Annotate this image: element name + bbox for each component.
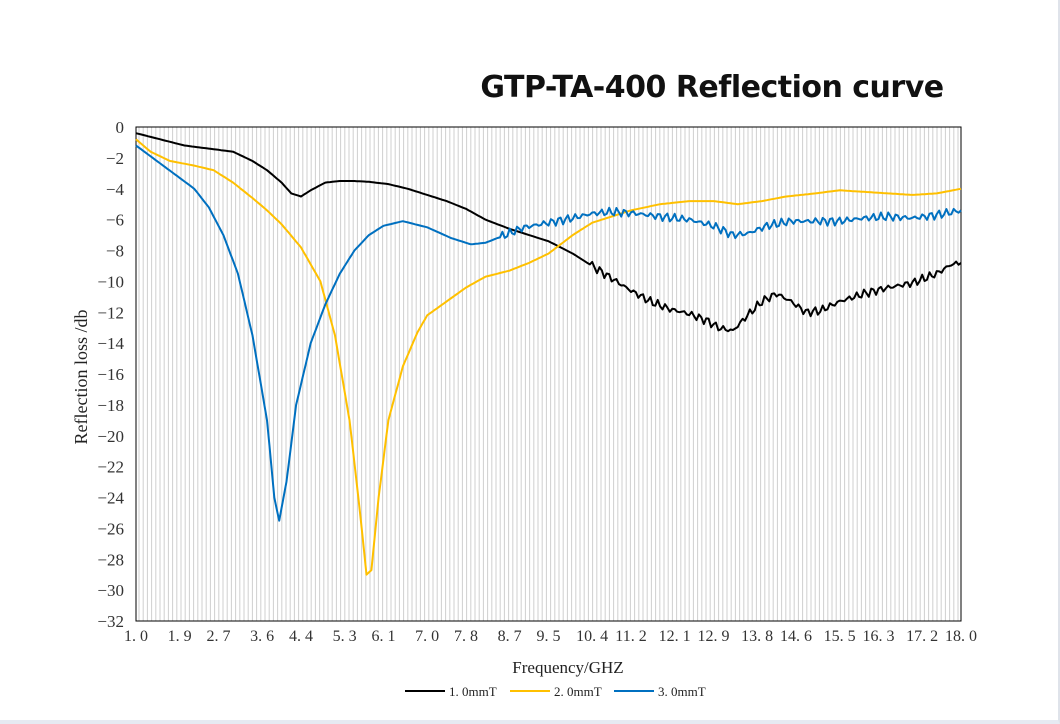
y-axis-label: Reflection loss /db — [71, 310, 91, 445]
y-tick-label: −28 — [97, 550, 124, 569]
x-tick-label: 4. 4 — [289, 628, 313, 645]
y-tick-label: −30 — [97, 581, 124, 600]
y-tick-label: −22 — [97, 458, 124, 477]
x-tick-label: 12. 1 — [659, 628, 691, 645]
x-tick-label: 11. 2 — [615, 628, 646, 645]
chart-title: GTP-TA-400 Reflection curve — [480, 70, 944, 105]
x-tick-label: 15. 5 — [824, 628, 856, 645]
y-tick-label: −4 — [106, 180, 125, 199]
x-tick-label: 1. 0 — [124, 628, 148, 645]
series-lines — [135, 132, 962, 576]
y-tick-label: −24 — [97, 489, 124, 508]
x-tick-label: 6. 1 — [372, 628, 396, 645]
x-tick-label: 5. 3 — [333, 628, 357, 645]
x-tick-label: 14. 6 — [780, 628, 812, 645]
x-tick-label: 8. 7 — [498, 628, 522, 645]
x-tick-label: 17. 2 — [906, 628, 938, 645]
y-axis-ticks: 0 −2 −4 −6 −8 −10 −12 −14 −16 −18 −20 −22 −24 −26 −28 −… — [97, 118, 124, 631]
y-tick-label: 0 — [116, 118, 125, 137]
x-tick-label: 16. 3 — [863, 628, 895, 645]
x-tick-label: 12. 9 — [698, 628, 730, 645]
legend-label: 1. 0mmT — [449, 684, 497, 699]
x-tick-label: 10. 4 — [576, 628, 608, 645]
grid — [136, 127, 961, 621]
legend-label: 3. 0mmT — [658, 684, 706, 699]
y-tick-label: −20 — [97, 427, 124, 446]
x-tick-label: 18. 0 — [945, 628, 977, 645]
y-tick-label: −14 — [97, 334, 124, 353]
x-tick-label: 13. 8 — [741, 628, 773, 645]
series-line — [135, 144, 962, 522]
x-tick-label: 2. 7 — [207, 628, 231, 645]
x-tick-label: 7. 0 — [415, 628, 439, 645]
y-tick-label: −8 — [106, 242, 124, 261]
y-tick-label: −26 — [97, 519, 124, 538]
x-axis-ticks: 1. 0 1. 9 2. 7 3. 6 4. 4 5. 3 6. 1 7. 0 7. 8 8. 7… — [124, 628, 977, 645]
x-tick-label: 3. 6 — [250, 628, 274, 645]
legend-label: 2. 0mmT — [554, 684, 602, 699]
series-line — [135, 138, 962, 576]
x-tick-label: 1. 9 — [168, 628, 192, 645]
y-tick-label: −12 — [97, 303, 124, 322]
y-tick-label: −16 — [97, 365, 124, 384]
legend: 1. 0mmT 2. 0mmT 3. 0mmT — [405, 684, 706, 699]
y-tick-label: −18 — [97, 396, 124, 415]
x-tick-label: 9. 5 — [537, 628, 561, 645]
y-tick-label: −32 — [97, 612, 124, 631]
x-tick-label: 7. 8 — [454, 628, 478, 645]
y-tick-label: −2 — [106, 149, 124, 168]
y-tick-label: −6 — [106, 211, 124, 230]
x-axis-label: Frequency/GHZ — [512, 658, 623, 677]
y-tick-label: −10 — [97, 272, 124, 291]
series-line — [135, 132, 962, 333]
plot-area — [135, 126, 962, 622]
